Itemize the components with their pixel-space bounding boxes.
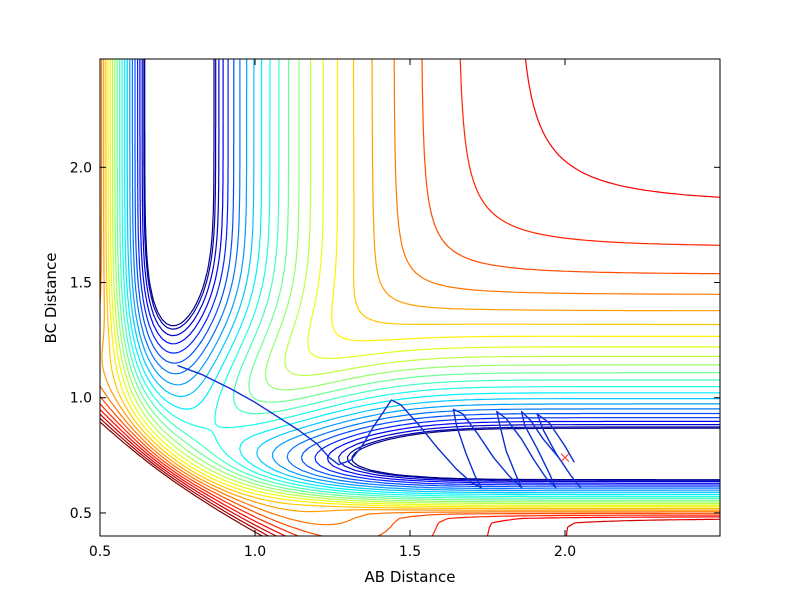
y-axis-label: BC Distance [42,253,60,344]
contour-level-line [119,59,720,499]
contour-level-line [116,59,720,501]
contour-level-line [129,59,720,492]
x-tick-label: 1.5 [399,544,421,560]
contour-level-line [107,59,720,508]
contour-level-line [124,59,720,496]
x-axis-label: AB Distance [365,568,456,586]
contour-level-line [111,59,720,505]
contour-level-line [131,59,720,490]
contour-level-line [121,59,720,498]
y-tick-label: 1.0 [70,391,92,407]
contour-level-line [134,59,720,488]
contour-level-line [100,413,720,536]
contour-level-line [105,59,720,510]
trajectory-group [177,364,582,489]
contour-level-line [100,59,720,526]
x-tick-label: 0.5 [89,544,111,560]
axes: 0.5 1.0 1.5 2.0 0.5 1.0 1.5 2.0 [70,59,720,560]
contour-lines [100,59,720,536]
contour-level-line [109,59,720,506]
x-tick-label: 2.0 [554,544,576,560]
contour-level-line [100,417,269,536]
contour-level-line [100,59,720,536]
contour-level-line [100,59,720,536]
y-tick-label: 1.5 [70,276,92,292]
contour-level-line [114,59,720,503]
y-tick-label: 0.5 [70,506,92,522]
y-tick-label: 2.0 [70,160,92,176]
end-point-marker [560,453,570,463]
x-tick-label: 1.0 [244,544,266,560]
trajectory-line [177,364,582,489]
contour-level-line [100,59,720,536]
contour-level-line [126,59,720,494]
contour-level-line [141,59,720,483]
contour-level-line [101,59,720,513]
